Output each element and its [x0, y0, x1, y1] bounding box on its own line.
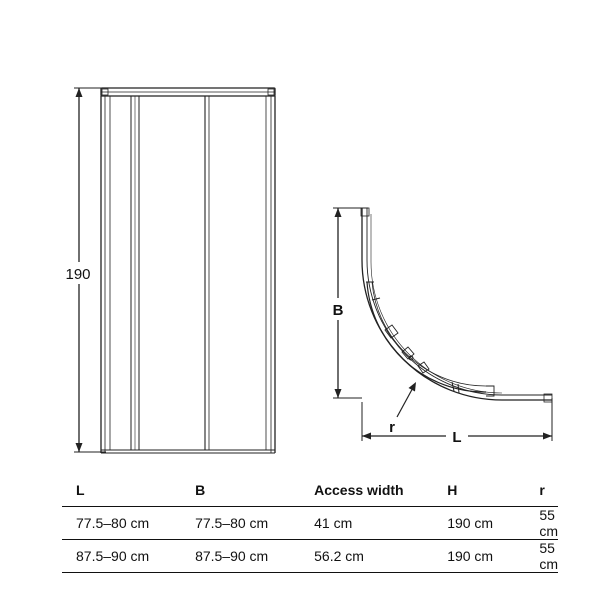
r-label: r: [389, 419, 395, 436]
outer-arc: [361, 208, 552, 401]
dimension-table: L B Access width H r 77.5–80 cm 77.5–80 …: [62, 474, 558, 573]
cell-h: 190 cm: [433, 506, 526, 540]
cell-b: 87.5–90 cm: [181, 539, 301, 573]
height-label: 190: [65, 266, 90, 283]
table-header-row: L B Access width H r: [62, 474, 558, 507]
cell-h: 190 cm: [433, 539, 526, 573]
header-h: H: [433, 474, 526, 507]
door-panel-outer: [366, 281, 487, 393]
table-row: 87.5–90 cm 87.5–90 cm 56.2 cm 190 cm 55 …: [62, 539, 558, 573]
technical-drawing: 190 B L r: [65, 87, 553, 454]
cell-l: 87.5–90 cm: [62, 539, 182, 573]
plan-view: [333, 207, 553, 441]
front-view: [74, 87, 276, 454]
b-label: B: [333, 302, 344, 319]
cell-r: 55 cm: [525, 539, 558, 573]
cell-access-width: 56.2 cm: [300, 539, 434, 573]
cell-l: 77.5–80 cm: [62, 506, 182, 540]
header-b: B: [181, 474, 301, 507]
header-access-width: Access width: [300, 474, 434, 507]
header-r: r: [525, 474, 558, 507]
l-label: L: [452, 429, 461, 446]
header-l: L: [62, 474, 182, 507]
cell-b: 77.5–80 cm: [181, 506, 301, 540]
cell-r: 55 cm: [525, 506, 558, 540]
cell-access-width: 41 cm: [300, 506, 434, 540]
table-row: 77.5–80 cm 77.5–80 cm 41 cm 190 cm 55 cm: [62, 506, 558, 540]
